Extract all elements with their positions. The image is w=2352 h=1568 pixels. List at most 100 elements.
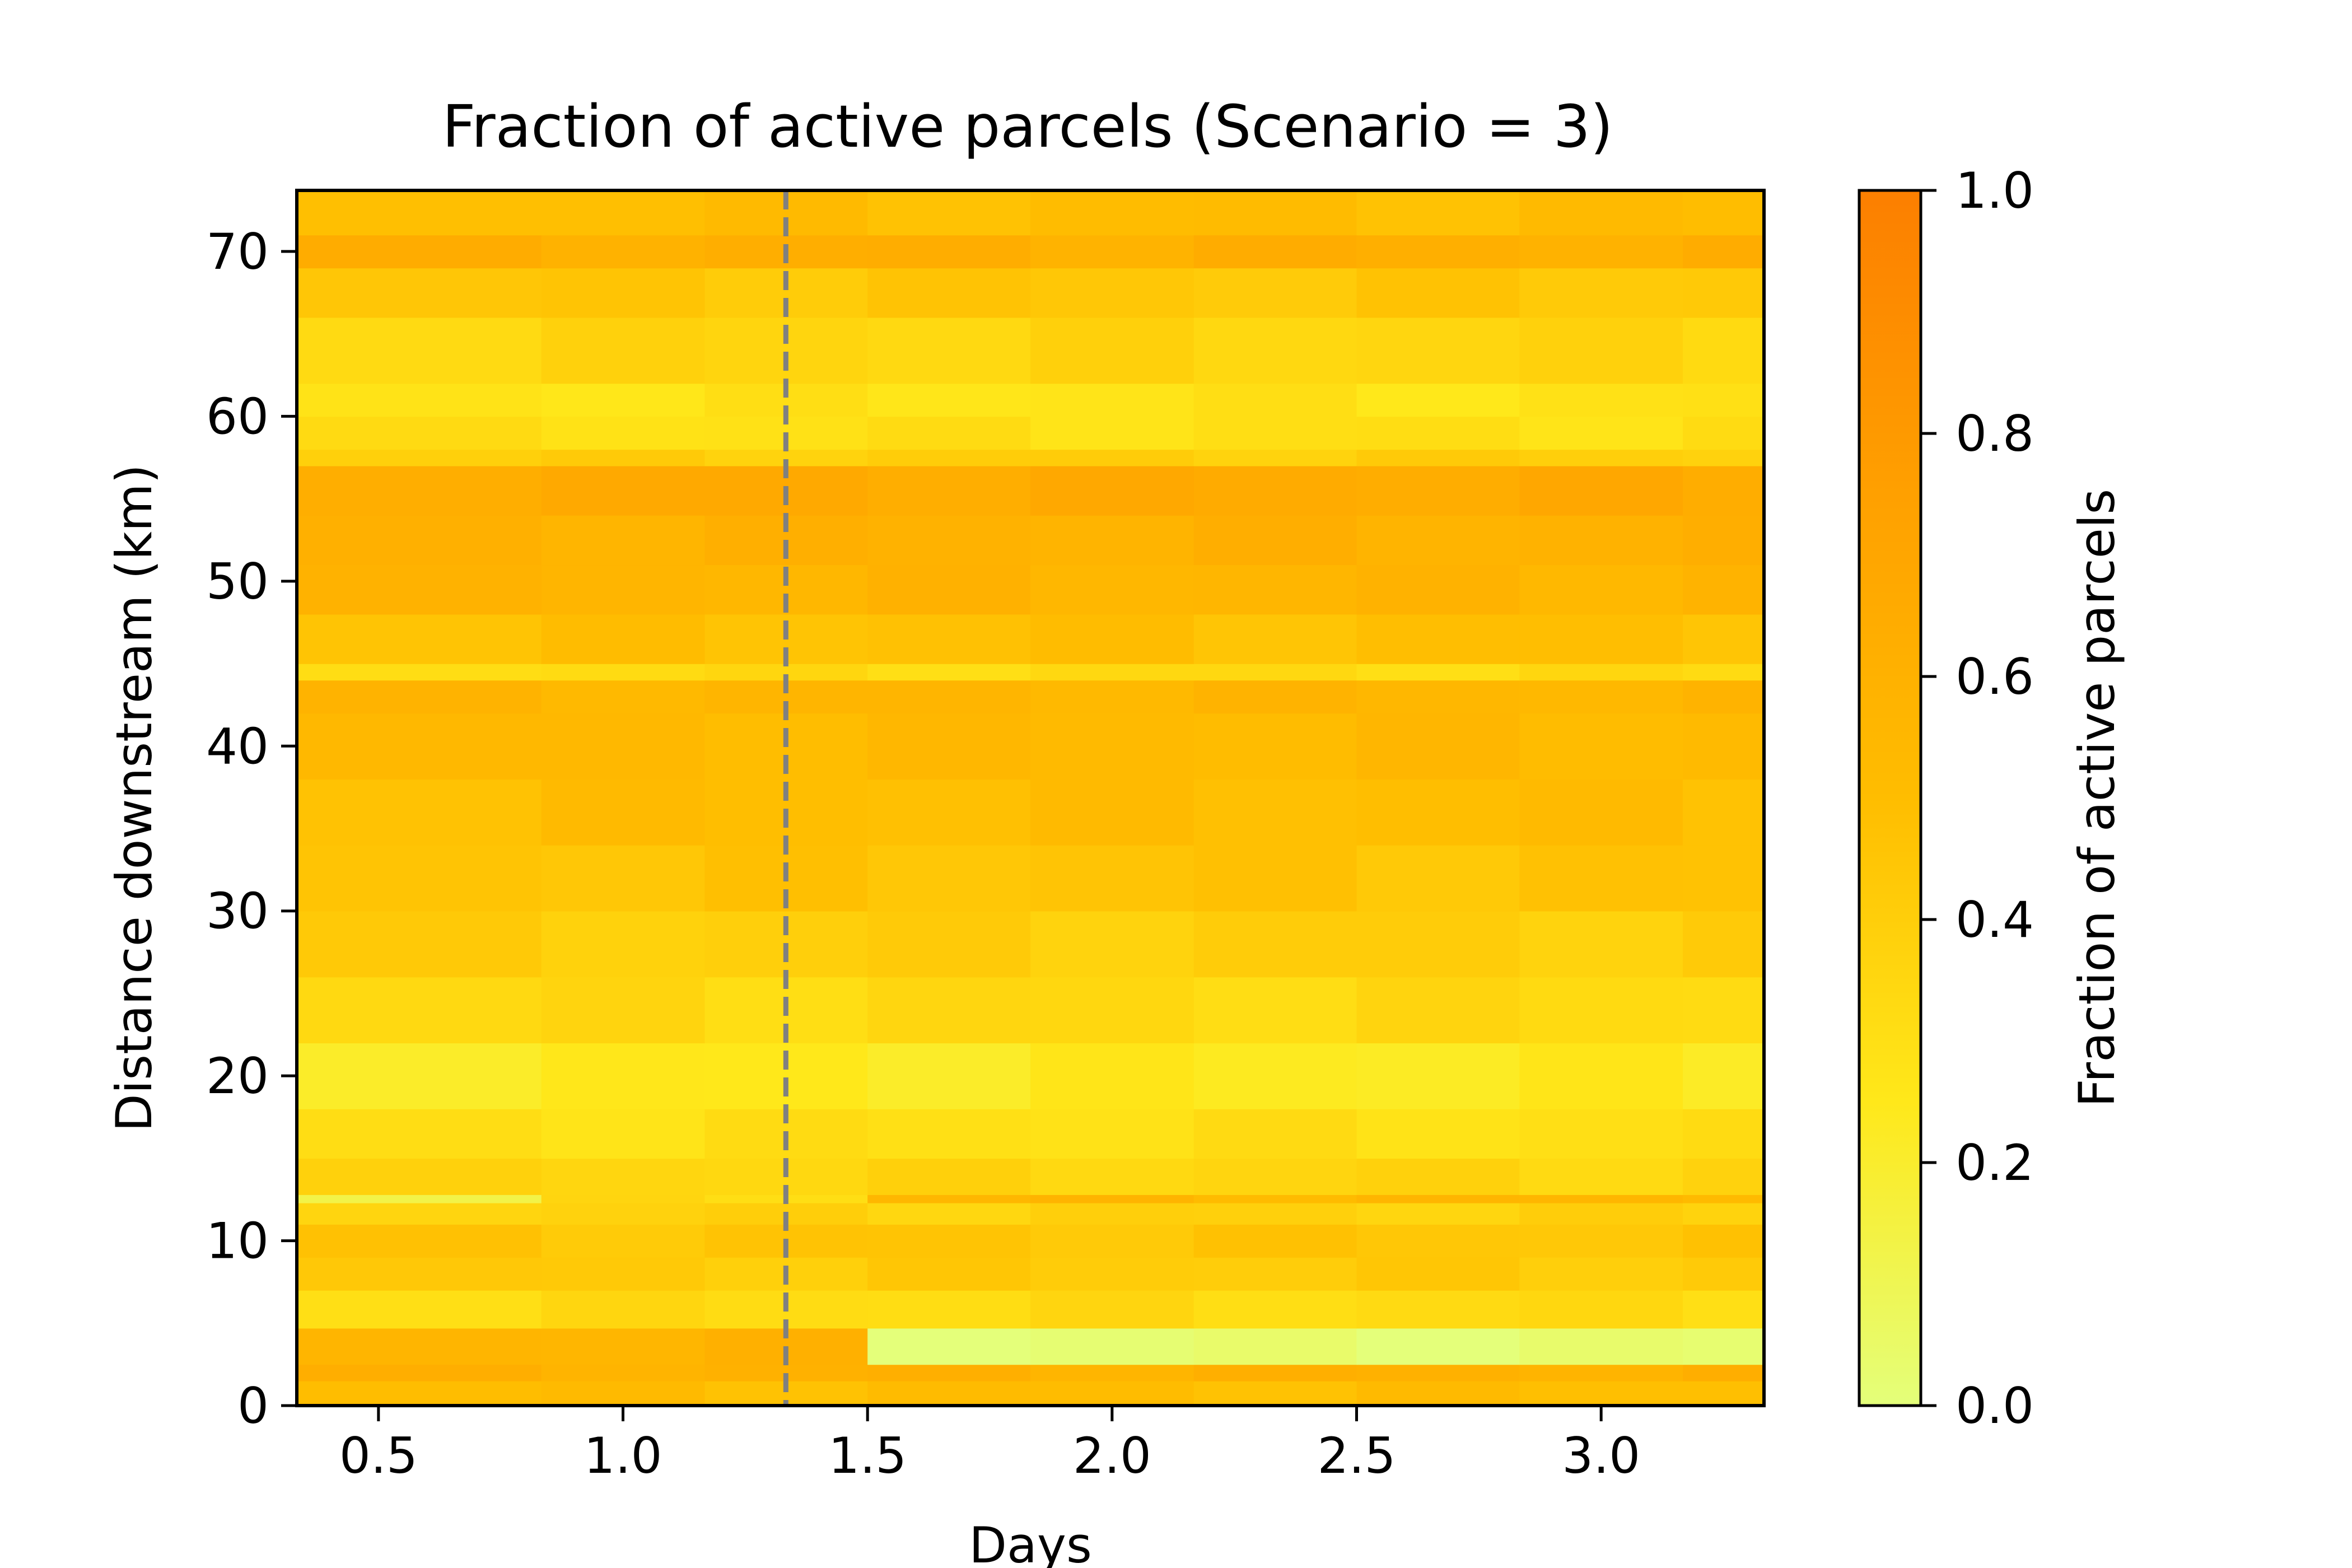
heatmap-cell [1683, 1328, 1765, 1365]
heatmap-cell [867, 1364, 1031, 1382]
x-tick-label: 1.0 [584, 1427, 662, 1485]
heatmap-cell [297, 1043, 542, 1109]
heatmap-cell [1356, 1257, 1520, 1291]
heatmap-cell [1030, 383, 1194, 417]
heatmap-cell [297, 664, 542, 681]
heatmap-cell [1356, 1328, 1520, 1365]
heatmap-cell [1683, 713, 1765, 780]
heatmap-cell [541, 1328, 706, 1365]
heatmap-cell [867, 713, 1031, 780]
heatmap-cell [541, 1224, 706, 1258]
heatmap-cell [1519, 1257, 1683, 1291]
heatmap-cell [541, 664, 706, 681]
heatmap-cell [1030, 1194, 1194, 1203]
y-tick-label: 10 [206, 1212, 269, 1270]
heatmap-cell [541, 1364, 706, 1382]
heatmap-cell [867, 664, 1031, 681]
heatmap-cell [1193, 779, 1357, 846]
heatmap-cell [1356, 190, 1520, 236]
heatmap-cell [1030, 515, 1194, 566]
heatmap-cell [1356, 416, 1520, 450]
heatmap-cell [541, 1043, 706, 1109]
heatmap-cell [1356, 664, 1520, 681]
heatmap-cell [297, 779, 542, 846]
heatmap-cell [541, 1380, 706, 1406]
heatmap-cell [1519, 1364, 1683, 1382]
heatmap-cell [297, 1290, 542, 1329]
heatmap-cell [1030, 779, 1194, 846]
heatmap-cell [1356, 515, 1520, 566]
heatmap-cell [1030, 235, 1194, 269]
heatmap-cell [297, 383, 542, 417]
heatmap-cell [297, 190, 542, 236]
heatmap-cell [541, 844, 706, 912]
heatmap [297, 190, 1765, 1406]
heatmap-cell [1030, 1158, 1194, 1195]
heatmap-cell [297, 416, 542, 450]
heatmap-cell [1519, 1290, 1683, 1329]
heatmap-cell [541, 268, 706, 318]
heatmap-cell [541, 416, 706, 450]
heatmap-cell [297, 268, 542, 318]
heatmap-cell [1683, 1043, 1765, 1109]
heatmap-cell [297, 515, 542, 566]
heatmap-cell [1193, 1109, 1357, 1159]
colorbar-tick-label: 0.4 [1956, 891, 2034, 949]
heatmap-cell [867, 268, 1031, 318]
heatmap-cell [1519, 1109, 1683, 1159]
heatmap-cell [297, 911, 542, 978]
heatmap-cell [1683, 1290, 1765, 1329]
heatmap-cell [867, 1043, 1031, 1109]
heatmap-cell [1193, 416, 1357, 450]
heatmap-cell [1519, 515, 1683, 566]
heatmap-cell [1193, 449, 1357, 466]
heatmap-cell [297, 1194, 542, 1203]
heatmap-cell [1030, 1257, 1194, 1291]
heatmap-cell [1356, 564, 1520, 615]
heatmap-cell [867, 1158, 1031, 1195]
colorbar-axis: 0.0 0.2 0.4 0.6 0.8 1.0 [1921, 162, 2034, 1435]
heatmap-cell [1356, 268, 1520, 318]
heatmap-cell [1356, 1194, 1520, 1203]
heatmap-cell [1683, 416, 1765, 450]
heatmap-cell [1519, 1328, 1683, 1365]
heatmap-cell [1519, 1380, 1683, 1406]
heatmap-cell [1356, 449, 1520, 466]
heatmap-cell [1193, 1202, 1357, 1225]
heatmap-cell [867, 911, 1031, 978]
heatmap-cell [1683, 1194, 1765, 1203]
heatmap-cell [1356, 779, 1520, 846]
heatmap-cell [1519, 1202, 1683, 1225]
heatmap-cell [541, 1257, 706, 1291]
heatmap-cell [541, 1109, 706, 1159]
heatmap-cell [867, 416, 1031, 450]
heatmap-cell [1683, 190, 1765, 236]
heatmap-cell [541, 1158, 706, 1195]
heatmap-cell [867, 1224, 1031, 1258]
heatmap-cell [867, 190, 1031, 236]
heatmap-cell [1030, 680, 1194, 714]
heatmap-cell [1683, 680, 1765, 714]
heatmap-cell [1193, 515, 1357, 566]
heatmap-cell [1030, 465, 1194, 516]
heatmap-cell [867, 564, 1031, 615]
y-tick-label: 60 [206, 388, 269, 445]
x-axis-label: Days [969, 1516, 1092, 1568]
y-tick-label: 30 [206, 883, 269, 940]
heatmap-cell [867, 1194, 1031, 1203]
heatmap-cell [1193, 465, 1357, 516]
heatmap-cell [541, 779, 706, 846]
heatmap-cell [1356, 1224, 1520, 1258]
heatmap-cell [1030, 317, 1194, 384]
heatmap-cell [1193, 977, 1357, 1044]
heatmap-cell [1356, 1380, 1520, 1406]
heatmap-cell [297, 1380, 542, 1406]
heatmap-cell [1356, 680, 1520, 714]
y-tick-label: 20 [206, 1047, 269, 1105]
heatmap-cell [541, 1202, 706, 1225]
heatmap-cell [297, 465, 542, 516]
heatmap-cell [1193, 268, 1357, 318]
heatmap-cell [1683, 564, 1765, 615]
heatmap-cell [867, 1380, 1031, 1406]
